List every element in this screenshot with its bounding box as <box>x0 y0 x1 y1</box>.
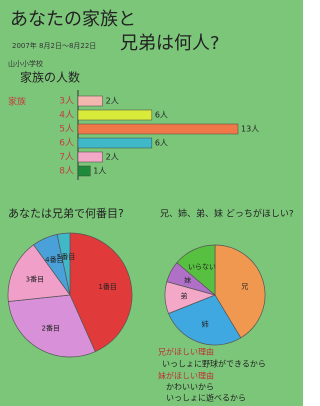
y-tick-label: 3人 <box>59 96 74 107</box>
section-title: あなたは兄弟で何番目? <box>8 207 124 220</box>
bar <box>78 166 90 176</box>
school: 山小小学校 <box>8 59 43 68</box>
note: いっしょに遊べるから <box>166 393 246 403</box>
title: あなたの家族と <box>10 9 136 30</box>
bar <box>78 110 152 120</box>
note-title: 妹がほしい理由 <box>158 371 214 381</box>
note: かわいいから <box>166 383 214 392</box>
y-tick-label: 8人 <box>59 166 74 177</box>
slice-label: 妹 <box>184 275 191 284</box>
slice-label: 姉 <box>202 319 209 328</box>
bar <box>78 124 238 134</box>
bar <box>78 138 152 148</box>
date: 2007年 8月2日～8月22日 <box>12 41 96 50</box>
data-label: 2人 <box>106 153 119 162</box>
axis-label: 家族 <box>8 96 26 108</box>
page: あなたの家族と 兄弟は何人? 2007年 8月2日～8月22日 山小小学校 家族… <box>0 0 320 406</box>
slice-label: 弟 <box>181 292 188 301</box>
section-title: 兄、姉、弟、妹 どっちがほしい? <box>160 208 294 220</box>
data-label: 6人 <box>155 139 168 148</box>
data-label: 6人 <box>155 111 168 120</box>
y-tick-label: 6人 <box>59 138 74 149</box>
slice-label: 5番目 <box>57 253 75 261</box>
bar <box>78 96 103 106</box>
y-tick-label: 4人 <box>59 110 74 121</box>
bar <box>78 152 103 162</box>
section-title: 家族の人数 <box>20 70 80 85</box>
data-label: 13人 <box>241 125 259 134</box>
slice-label: いらない <box>188 263 216 271</box>
slice-label: 1番目 <box>98 283 116 291</box>
slice-label: 兄 <box>241 283 248 291</box>
slice-label: 2番目 <box>42 324 60 332</box>
slice-label: 3番目 <box>26 275 44 283</box>
data-label: 2人 <box>106 97 119 106</box>
poster: あなたの家族と 兄弟は何人? 2007年 8月2日～8月22日 山小小学校 家族… <box>0 0 303 406</box>
title: 兄弟は何人? <box>120 33 220 54</box>
data-label: 1人 <box>93 167 106 176</box>
y-tick-label: 5人 <box>59 124 74 135</box>
note: いっしょに野球ができるから <box>162 359 266 369</box>
note-title: 兄がほしい理由 <box>158 347 214 357</box>
y-tick-label: 7人 <box>59 152 74 163</box>
